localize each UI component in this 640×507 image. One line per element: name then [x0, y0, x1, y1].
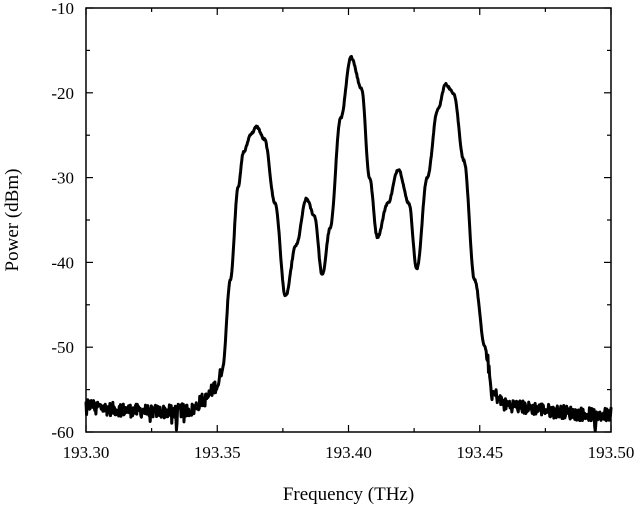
y-tick-label: -60	[51, 423, 74, 442]
y-tick-label: -10	[51, 0, 74, 18]
y-tick-label: -40	[51, 253, 74, 272]
x-axis-title: Frequency (THz)	[283, 484, 414, 505]
x-tick-label: 193.50	[588, 443, 635, 462]
x-tick-label: 193.45	[456, 443, 503, 462]
axis-ticks	[85, 7, 612, 433]
x-tick-label: 193.40	[325, 443, 372, 462]
y-axis-title: Power (dBm)	[2, 169, 23, 272]
y-tick-label: -20	[51, 84, 74, 103]
series-line	[84, 54, 613, 433]
x-tick-label: 193.30	[63, 443, 110, 462]
axis-tick-labels: 193.30 193.35 193.40 193.45 193.50 -10 -20 -30 -…	[51, 0, 634, 462]
y-tick-label: -30	[51, 169, 74, 188]
x-tick-label: 193.35	[194, 443, 241, 462]
y-tick-label: -50	[51, 338, 74, 357]
